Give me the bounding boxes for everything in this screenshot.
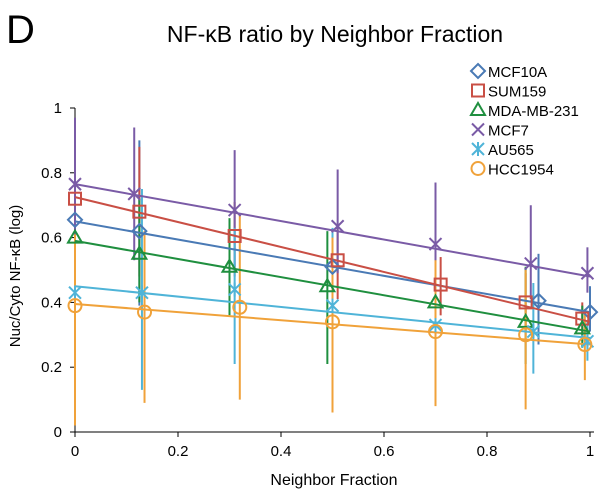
- x-tick-label: 0.8: [477, 443, 498, 460]
- marker-x: [227, 203, 242, 217]
- legend-label: MDA-MB-231: [488, 103, 579, 120]
- marker-diamond: [581, 303, 599, 321]
- marker-asterisk: [526, 324, 541, 339]
- marker-asterisk: [135, 285, 149, 300]
- marker-circle: [67, 298, 83, 314]
- marker-circle: [577, 337, 593, 353]
- marker-asterisk: [227, 282, 242, 297]
- marker-circle: [232, 299, 248, 315]
- marker-triangle: [130, 244, 149, 260]
- marker-square: [575, 311, 590, 326]
- marker-diamond: [324, 258, 341, 276]
- panel-label: D: [6, 8, 35, 52]
- marker-diamond: [530, 292, 547, 310]
- marker-diamond: [130, 222, 148, 240]
- marker-asterisk: [471, 142, 485, 156]
- marker-x: [580, 266, 595, 280]
- data-markers: [66, 177, 599, 353]
- marker-square: [68, 191, 82, 206]
- legend-label: HCC1954: [488, 162, 554, 179]
- marker-circle: [428, 324, 443, 340]
- marker-x: [471, 122, 485, 137]
- y-tick-label: 0: [54, 424, 62, 441]
- x-tick-label: 1: [586, 443, 594, 460]
- marker-square: [227, 228, 242, 243]
- marker-square: [471, 83, 485, 98]
- marker-x: [524, 256, 538, 271]
- marker-circle: [137, 304, 153, 320]
- x-tick-label: 0.4: [271, 443, 292, 460]
- marker-square: [132, 204, 147, 219]
- marker-square: [330, 253, 345, 268]
- marker-triangle: [469, 101, 487, 116]
- y-tick-label: 0.6: [41, 230, 62, 247]
- x-tick-label: 0.2: [168, 443, 189, 460]
- marker-circle: [470, 161, 486, 176]
- marker-diamond: [469, 62, 487, 80]
- marker-x: [330, 219, 345, 233]
- marker-triangle: [220, 257, 239, 273]
- marker-asterisk: [68, 285, 82, 300]
- legend: MCF10A SUM159 MDA-MB-231 MCF7 AU565 HCC1954: [469, 62, 579, 179]
- axes: 0 0.2 0.4 0.6 0.8 1 0 0.2 0.4 0.6 0.8 1: [41, 100, 594, 460]
- x-axis-label: Neighbor Fraction: [270, 472, 397, 489]
- marker-triangle: [426, 293, 445, 309]
- marker-asterisk: [325, 298, 340, 313]
- marker-circle: [518, 327, 534, 343]
- x-tick-label: 0: [71, 443, 79, 460]
- marker-square: [433, 277, 448, 292]
- legend-label: MCF10A: [488, 64, 547, 81]
- legend-label: MCF7: [488, 123, 529, 140]
- legend-label: SUM159: [488, 84, 546, 101]
- marker-x: [68, 177, 82, 191]
- marker-x: [428, 237, 443, 251]
- y-tick-label: 0.4: [41, 294, 62, 311]
- marker-square: [518, 295, 533, 310]
- trend-line: [74, 303, 591, 346]
- legend-label: AU565: [488, 142, 534, 159]
- marker-triangle: [516, 312, 535, 328]
- marker-triangle: [573, 319, 592, 335]
- x-tick-label: 0.6: [374, 443, 395, 460]
- y-axis-label: Nuc/Cyto NF-κB (log): [7, 205, 24, 348]
- marker-circle: [325, 314, 340, 330]
- y-tick-label: 0.2: [41, 359, 62, 376]
- marker-triangle: [66, 228, 84, 244]
- y-tick-label: 1: [54, 100, 62, 117]
- chart-title: NF-κB ratio by Neighbor Fraction: [167, 21, 503, 47]
- marker-x: [127, 187, 141, 201]
- marker-triangle: [318, 277, 337, 293]
- marker-diamond: [66, 211, 84, 229]
- y-tick-label: 0.8: [41, 165, 62, 182]
